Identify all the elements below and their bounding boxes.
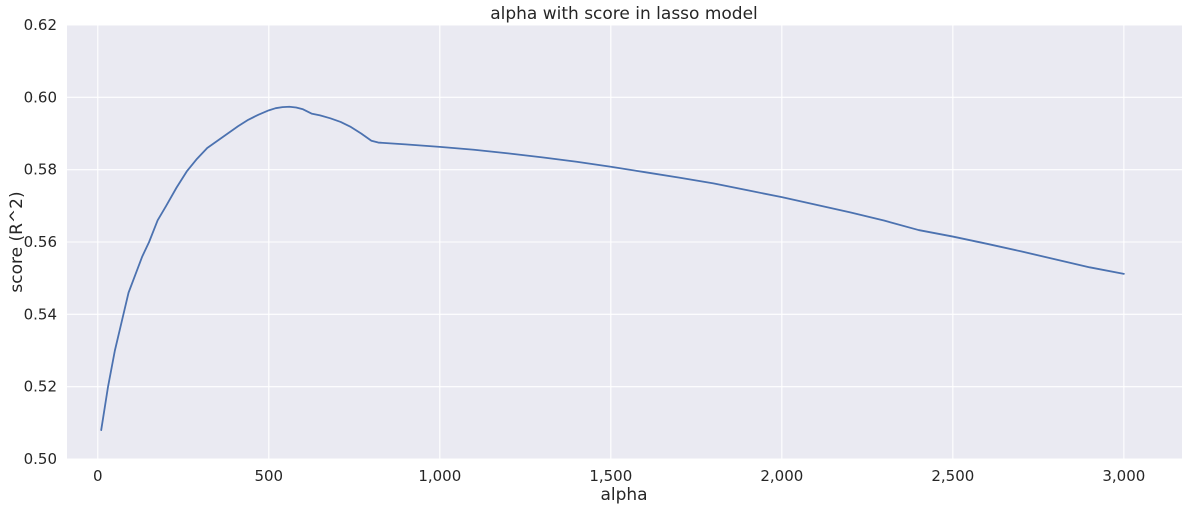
- x-axis-title: alpha: [600, 485, 647, 505]
- x-tick-label: 2,000: [760, 467, 803, 485]
- x-tick-labels: 0 500 1,000 1,500 2,000 2,500 3,000: [93, 467, 1145, 485]
- x-tick-label: 3,000: [1102, 467, 1145, 485]
- y-tick-label: 0.50: [24, 450, 57, 468]
- grid-lines: [67, 24, 1182, 460]
- series-group: [100, 105, 1125, 431]
- x-tick-label: 0: [93, 467, 103, 485]
- y-tick-labels: 0.50 0.52 0.54 0.56 0.58 0.60 0.62: [24, 16, 57, 468]
- series-line: [100, 105, 1125, 431]
- chart-title: alpha with score in lasso model: [490, 4, 758, 24]
- x-tick-label: 2,500: [931, 467, 974, 485]
- y-tick-label: 0.54: [24, 305, 57, 323]
- x-tick-label: 1,000: [418, 467, 461, 485]
- y-tick-label: 0.56: [24, 233, 57, 251]
- x-tick-label: 500: [254, 467, 283, 485]
- y-tick-label: 0.60: [24, 88, 57, 106]
- x-tick-label: 1,500: [589, 467, 632, 485]
- y-tick-label: 0.52: [24, 378, 57, 396]
- y-axis-title: score (R^2): [7, 191, 27, 292]
- y-tick-label: 0.58: [24, 161, 57, 179]
- y-tick-label: 0.62: [24, 16, 57, 34]
